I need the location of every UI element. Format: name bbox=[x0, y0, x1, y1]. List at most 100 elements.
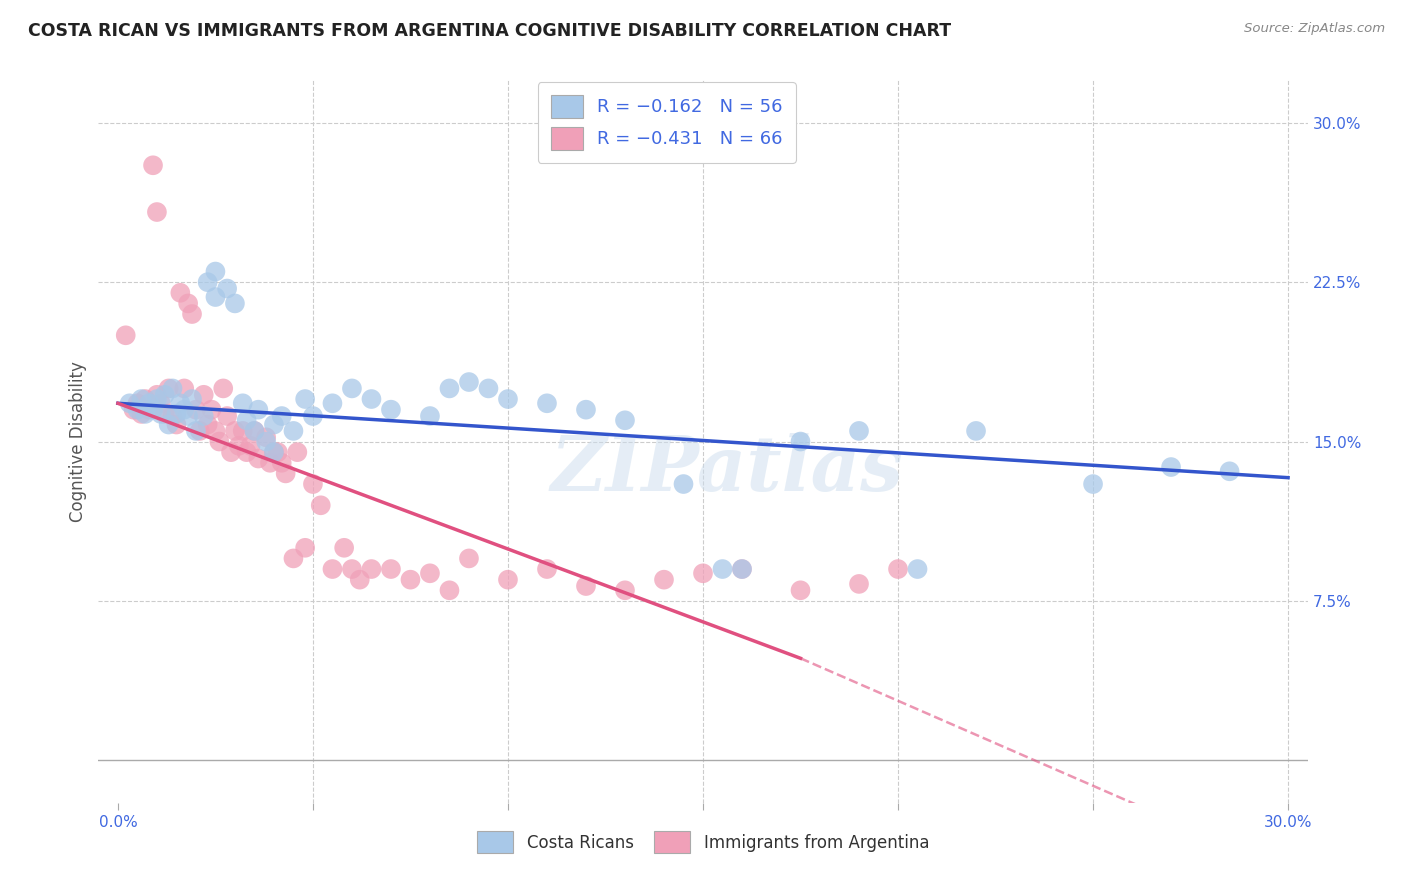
Point bbox=[217, 281, 239, 295]
Point bbox=[692, 566, 714, 581]
Point bbox=[177, 409, 200, 423]
Point bbox=[652, 573, 675, 587]
Point bbox=[149, 396, 172, 410]
Point bbox=[254, 434, 277, 449]
Point bbox=[672, 477, 695, 491]
Point bbox=[274, 467, 297, 481]
Point bbox=[321, 396, 343, 410]
Point bbox=[243, 424, 266, 438]
Point bbox=[239, 439, 262, 453]
Point bbox=[285, 445, 308, 459]
Point bbox=[399, 573, 422, 587]
Point bbox=[477, 381, 499, 395]
Point bbox=[789, 583, 811, 598]
Point bbox=[380, 402, 402, 417]
Point bbox=[138, 396, 160, 410]
Point bbox=[243, 424, 266, 438]
Point bbox=[614, 583, 637, 598]
Point bbox=[360, 562, 382, 576]
Point bbox=[173, 381, 195, 395]
Legend: Costa Ricans, Immigrants from Argentina: Costa Ricans, Immigrants from Argentina bbox=[470, 825, 936, 860]
Point bbox=[212, 381, 235, 395]
Point bbox=[157, 381, 180, 395]
Point bbox=[270, 456, 292, 470]
Point bbox=[217, 409, 239, 423]
Point bbox=[419, 409, 441, 423]
Point bbox=[283, 551, 305, 566]
Point bbox=[294, 541, 316, 555]
Point bbox=[536, 396, 558, 410]
Point bbox=[360, 392, 382, 406]
Point bbox=[267, 445, 290, 459]
Point bbox=[228, 439, 250, 453]
Point bbox=[309, 498, 332, 512]
Point bbox=[575, 402, 598, 417]
Point bbox=[848, 577, 870, 591]
Point bbox=[184, 402, 207, 417]
Point bbox=[232, 396, 254, 410]
Point bbox=[439, 381, 461, 395]
Point bbox=[1081, 477, 1104, 491]
Point bbox=[197, 275, 219, 289]
Point bbox=[177, 296, 200, 310]
Point bbox=[247, 451, 270, 466]
Point bbox=[907, 562, 929, 576]
Point bbox=[134, 392, 156, 406]
Point bbox=[127, 396, 149, 410]
Point bbox=[153, 407, 176, 421]
Point bbox=[263, 445, 285, 459]
Point bbox=[419, 566, 441, 581]
Text: ZIPatlas: ZIPatlas bbox=[551, 434, 904, 508]
Y-axis label: Cognitive Disability: Cognitive Disability bbox=[69, 361, 87, 522]
Point bbox=[127, 402, 149, 417]
Point bbox=[270, 409, 292, 423]
Point bbox=[259, 456, 281, 470]
Point bbox=[181, 392, 204, 406]
Point bbox=[302, 409, 325, 423]
Point bbox=[188, 424, 211, 438]
Point bbox=[496, 573, 519, 587]
Point bbox=[149, 407, 172, 421]
Point bbox=[283, 424, 305, 438]
Point bbox=[197, 417, 219, 432]
Point bbox=[458, 551, 481, 566]
Point bbox=[181, 307, 204, 321]
Point bbox=[1160, 460, 1182, 475]
Point bbox=[162, 381, 184, 395]
Text: COSTA RICAN VS IMMIGRANTS FROM ARGENTINA COGNITIVE DISABILITY CORRELATION CHART: COSTA RICAN VS IMMIGRANTS FROM ARGENTINA… bbox=[28, 22, 952, 40]
Point bbox=[165, 417, 187, 432]
Point bbox=[302, 477, 325, 491]
Point bbox=[340, 562, 363, 576]
Point bbox=[146, 388, 169, 402]
Point bbox=[848, 424, 870, 438]
Point bbox=[232, 424, 254, 438]
Point bbox=[193, 388, 215, 402]
Point bbox=[169, 285, 191, 300]
Point bbox=[204, 290, 226, 304]
Point bbox=[131, 407, 153, 421]
Point bbox=[294, 392, 316, 406]
Point bbox=[731, 562, 754, 576]
Point bbox=[235, 445, 257, 459]
Point bbox=[575, 579, 598, 593]
Point bbox=[134, 407, 156, 421]
Point bbox=[153, 388, 176, 402]
Point bbox=[162, 409, 184, 423]
Point bbox=[118, 396, 141, 410]
Point bbox=[138, 402, 160, 417]
Point bbox=[114, 328, 136, 343]
Point bbox=[965, 424, 987, 438]
Point bbox=[224, 296, 246, 310]
Point bbox=[333, 541, 356, 555]
Point bbox=[321, 562, 343, 576]
Point bbox=[200, 402, 222, 417]
Point bbox=[173, 402, 195, 417]
Point bbox=[731, 562, 754, 576]
Point bbox=[614, 413, 637, 427]
Point bbox=[208, 434, 231, 449]
Point bbox=[142, 158, 165, 172]
Point bbox=[789, 434, 811, 449]
Point bbox=[146, 205, 169, 219]
Point bbox=[157, 417, 180, 432]
Text: Source: ZipAtlas.com: Source: ZipAtlas.com bbox=[1244, 22, 1385, 36]
